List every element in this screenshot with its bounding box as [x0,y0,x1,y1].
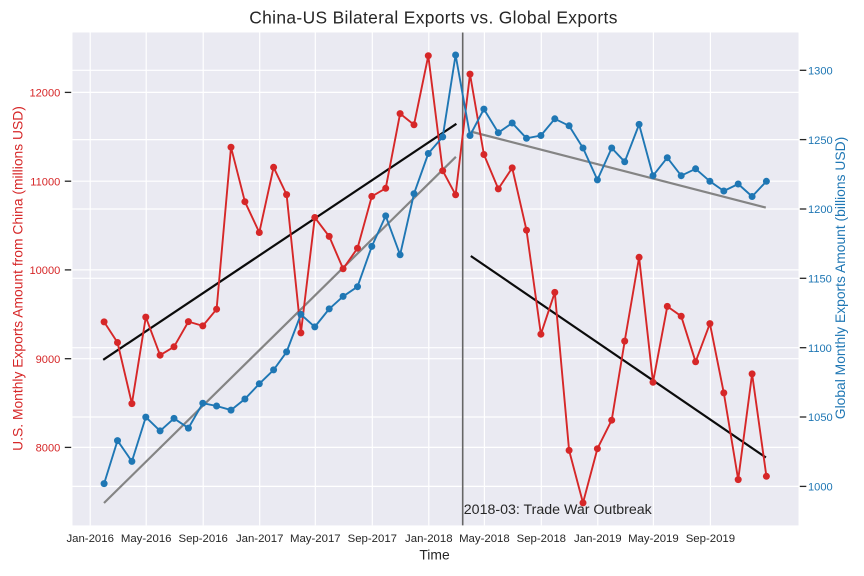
svg-text:12000: 12000 [29,88,60,100]
svg-text:11000: 11000 [30,176,60,188]
svg-text:May-2019: May-2019 [628,533,679,545]
svg-text:Jan-2017: Jan-2017 [236,533,284,545]
svg-text:Sep-2016: Sep-2016 [178,533,227,545]
svg-text:May-2017: May-2017 [290,533,341,545]
svg-text:Jan-2019: Jan-2019 [574,533,622,545]
svg-text:Time: Time [419,547,450,563]
svg-text:8000: 8000 [36,443,61,455]
svg-text:China-US Bilateral Exports vs.: China-US Bilateral Exports vs. Global Ex… [249,8,618,28]
svg-text:1300: 1300 [808,66,833,78]
svg-text:Sep-2018: Sep-2018 [517,533,566,545]
svg-text:Sep-2017: Sep-2017 [348,533,397,545]
svg-text:U.S. Monthly Exports Amount fr: U.S. Monthly Exports Amount from China (… [10,106,26,451]
svg-text:1150: 1150 [808,273,832,285]
svg-text:10000: 10000 [29,265,60,277]
svg-text:1050: 1050 [808,412,833,424]
svg-text:May-2016: May-2016 [121,533,172,545]
svg-text:1250: 1250 [808,135,833,147]
svg-text:2018-03: Trade War Outbreak: 2018-03: Trade War Outbreak [464,502,653,518]
svg-text:1000: 1000 [808,482,833,494]
svg-text:May-2018: May-2018 [459,533,510,545]
svg-text:Global Monthly Exports Amount: Global Monthly Exports Amount (billions … [832,137,848,419]
svg-text:9000: 9000 [36,354,61,366]
svg-text:1100: 1100 [808,343,832,355]
svg-text:Jan-2018: Jan-2018 [405,533,453,545]
svg-text:Sep-2019: Sep-2019 [686,533,735,545]
svg-text:Jan-2016: Jan-2016 [66,533,114,545]
svg-text:1200: 1200 [808,204,833,216]
